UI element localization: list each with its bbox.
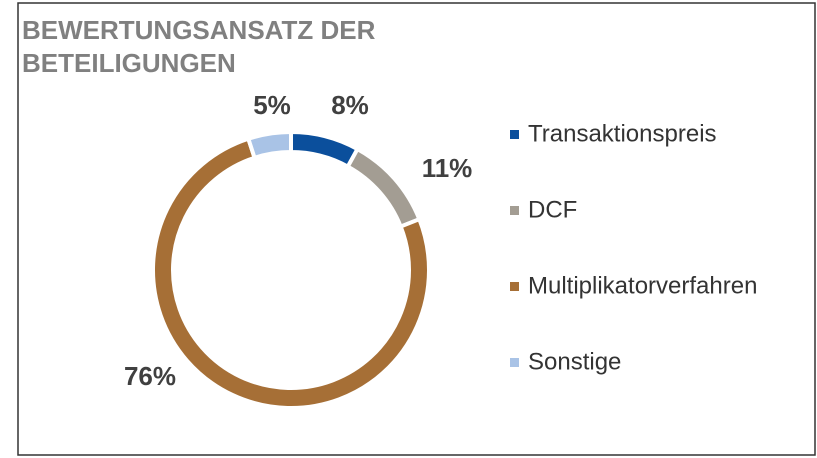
donut-segment (289, 129, 361, 170)
legend-swatch (510, 282, 519, 291)
legend-label: Transaktionspreis (528, 120, 717, 147)
value-label: 5% (253, 90, 291, 120)
legend-label: Sonstige (528, 348, 621, 375)
donut-segment (245, 129, 293, 161)
donut-segment (151, 136, 431, 410)
legend-label: Multiplikatorverfahren (528, 272, 757, 299)
donut-segment (345, 146, 422, 230)
value-label: 11% (422, 153, 473, 183)
legend-swatch (510, 206, 519, 215)
legend-label: DCF (528, 196, 577, 223)
chart-title: BEWERTUNGSANSATZ DER BETEILIGUNGEN (22, 15, 376, 78)
value-label: 76% (124, 361, 176, 391)
frame (17, 2, 816, 456)
value-label: 8% (331, 90, 369, 120)
legend-swatch (510, 130, 519, 139)
legend-swatch (510, 358, 519, 367)
